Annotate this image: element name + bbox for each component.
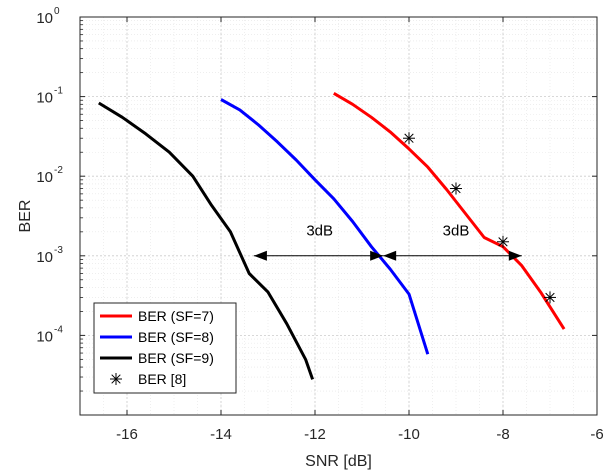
y-tick-label-base: 10 [36,90,53,107]
legend-label: BER [8] [138,371,186,387]
asterisk-marker [544,291,556,303]
annotation-text: 3dB [306,222,333,239]
x-tick-label: -10 [398,426,420,443]
annotation-text: 3dB [443,222,470,239]
x-tick-label: -16 [116,426,138,443]
y-tick-label-base: 10 [36,169,53,186]
legend-label: BER (SF=7) [138,308,214,324]
x-axis-title: SNR [dB] [305,453,372,470]
y-tick-label-exponent: -3 [54,245,63,256]
y-axis-title: BER [17,200,34,233]
asterisk-marker [497,236,509,248]
legend: BER (SF=7) BER (SF=8) BER (SF=9) BER [8] [94,303,236,393]
y-tick-label-base: 10 [36,10,53,27]
x-tick-label: -14 [210,426,232,443]
y-tick-label-base: 10 [36,328,53,345]
y-tick-label-exponent: -2 [54,165,63,176]
legend-label: BER (SF=9) [138,350,214,366]
y-tick-label-exponent: -1 [54,86,63,97]
y-tick-label-exponent: 0 [54,6,60,17]
y-tick-label-base: 10 [36,249,53,266]
asterisk-marker [403,132,415,144]
y-tick-label-exponent: -4 [54,324,63,335]
x-tick-label: -8 [496,426,509,443]
asterisk-marker [450,183,462,195]
legend-label: BER (SF=8) [138,329,214,345]
legend-swatch-asterisk [110,373,122,385]
x-tick-label: -6 [590,426,603,443]
x-tick-label: -12 [304,426,326,443]
